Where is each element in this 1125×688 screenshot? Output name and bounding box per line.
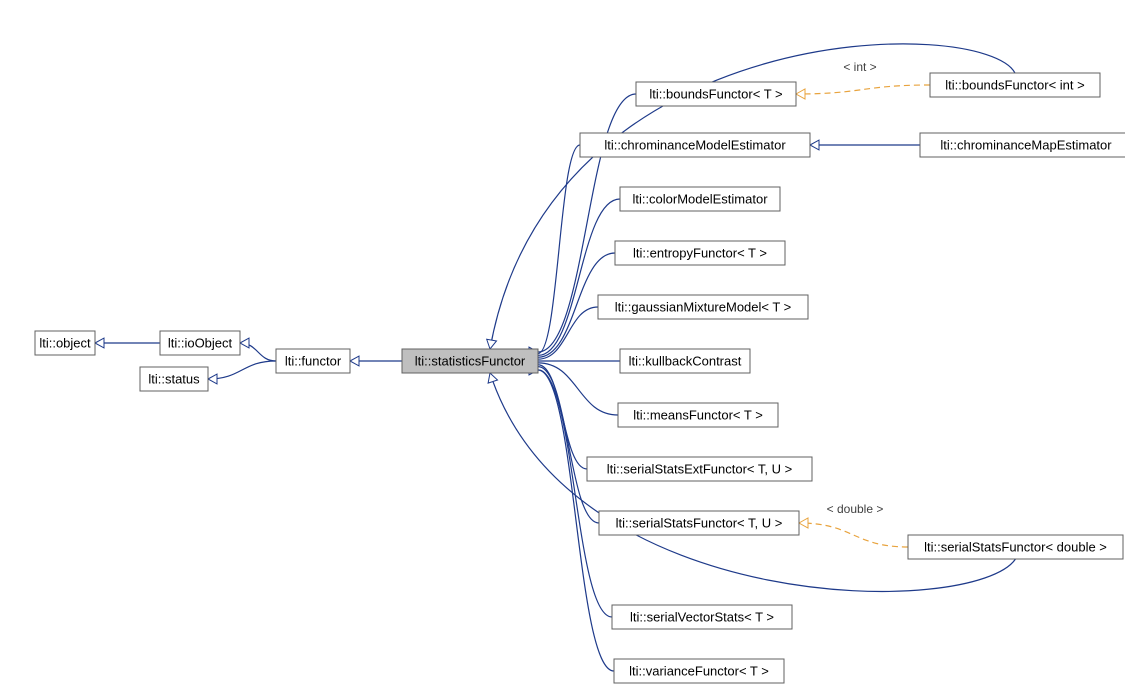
node-label-kullback: lti::kullbackContrast [629,353,742,368]
edge-label-serialDbl-serialTU: < double > [827,502,884,516]
node-gauss[interactable]: lti::gaussianMixtureModel< T > [598,295,808,319]
node-label-serialVec: lti::serialVectorStats< T > [630,609,774,624]
inherit-edge-serialTU-stats [538,367,599,523]
node-boundsInt[interactable]: lti::boundsFunctor< int > [930,73,1100,97]
node-object[interactable]: lti::object [35,331,95,355]
node-label-status: lti::status [148,371,200,386]
node-boundsT[interactable]: lti::boundsFunctor< T > [636,82,796,106]
node-label-object: lti::object [39,335,91,350]
node-label-means: lti::meansFunctor< T > [633,407,763,422]
template-edge-serialDbl-serialTU [799,523,908,547]
node-label-colorModel: lti::colorModelEstimator [632,191,768,206]
node-label-boundsInt: lti::boundsFunctor< int > [945,77,1084,92]
node-colorModel[interactable]: lti::colorModelEstimator [620,187,780,211]
node-label-entropy: lti::entropyFunctor< T > [633,245,767,260]
node-chromModel[interactable]: lti::chrominanceModelEstimator [580,133,810,157]
node-ioObject[interactable]: lti::ioObject [160,331,240,355]
inherit-edge-functor-status [208,361,276,379]
inherit-edge-means-stats [538,363,618,415]
inherit-edge-serialVec-stats [538,370,612,617]
node-kullback[interactable]: lti::kullbackContrast [620,349,750,373]
node-label-ioObject: lti::ioObject [168,335,233,350]
node-label-serialTU: lti::serialStatsFunctor< T, U > [616,515,783,530]
node-chromMap[interactable]: lti::chrominanceMapEstimator [920,133,1125,157]
node-label-variance: lti::varianceFunctor< T > [629,663,769,678]
node-label-serialExt: lti::serialStatsExtFunctor< T, U > [607,461,792,476]
node-stats[interactable]: lti::statisticsFunctor [402,349,538,373]
node-serialExt[interactable]: lti::serialStatsExtFunctor< T, U > [587,457,812,481]
node-label-chromMap: lti::chrominanceMapEstimator [940,137,1112,152]
node-serialDbl[interactable]: lti::serialStatsFunctor< double > [908,535,1123,559]
node-label-gauss: lti::gaussianMixtureModel< T > [615,299,792,314]
node-label-chromModel: lti::chrominanceModelEstimator [604,137,786,152]
node-entropy[interactable]: lti::entropyFunctor< T > [615,241,785,265]
node-means[interactable]: lti::meansFunctor< T > [618,403,778,427]
node-serialTU[interactable]: lti::serialStatsFunctor< T, U > [599,511,799,535]
edge-label-boundsInt-boundsT: < int > [843,60,876,74]
node-label-stats: lti::statisticsFunctor [415,353,526,368]
node-label-functor: lti::functor [285,353,342,368]
node-status[interactable]: lti::status [140,367,208,391]
node-label-boundsT: lti::boundsFunctor< T > [649,86,782,101]
node-variance[interactable]: lti::varianceFunctor< T > [614,659,784,683]
inherit-edge-colorModel-stats [538,199,620,355]
node-serialVec[interactable]: lti::serialVectorStats< T > [612,605,792,629]
node-functor[interactable]: lti::functor [276,349,350,373]
template-edge-boundsInt-boundsT [796,85,930,94]
node-label-serialDbl: lti::serialStatsFunctor< double > [924,539,1107,554]
